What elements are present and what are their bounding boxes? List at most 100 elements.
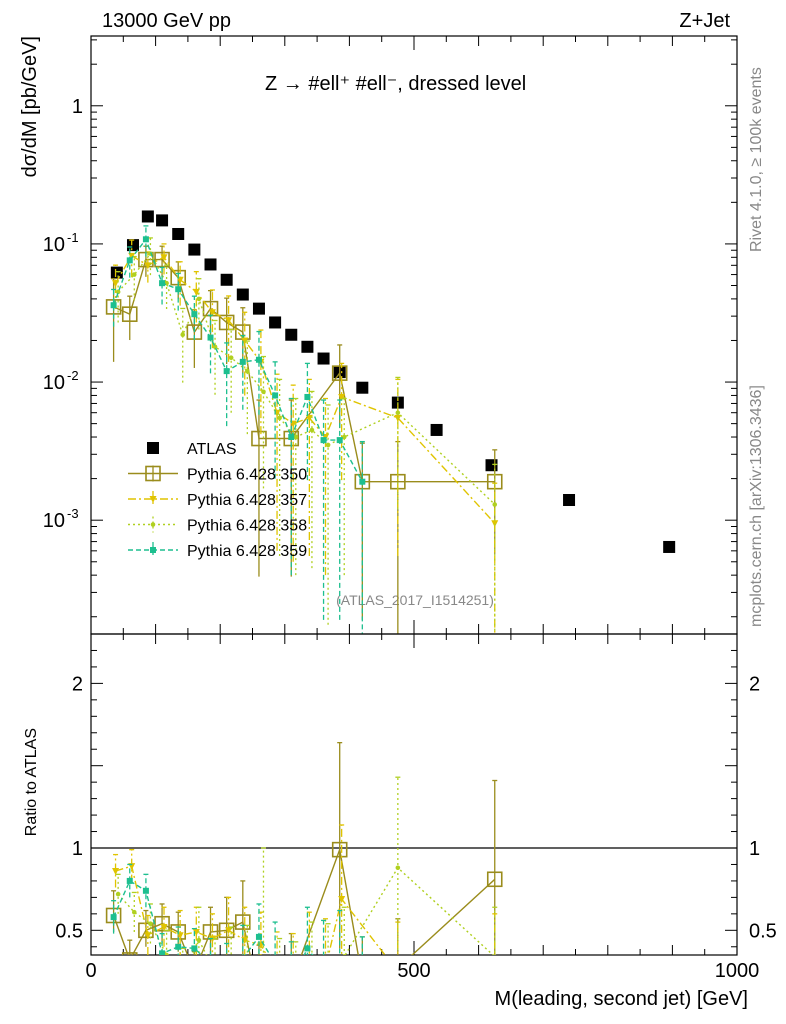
main-point [338,393,346,401]
main-series-4 [110,225,366,634]
main-point [241,337,249,345]
ratio-point [225,927,233,935]
ratio-point [337,957,343,963]
main-point [156,214,169,227]
main-point [121,306,138,322]
ratio-ytick-label-right: 0.5 [749,920,777,942]
header-left: 13000 GeV pp [102,10,231,32]
ratio-point [304,945,311,952]
ratio-point [252,988,266,1002]
main-point [288,434,295,441]
ratio-point [321,967,327,973]
ratio-ytick-label-right: 1 [749,838,760,860]
ratio-series-line [112,846,496,955]
ratio-point [322,965,329,972]
main-data [105,210,676,634]
main-point [304,393,311,400]
main-point [115,289,121,295]
main-point [317,352,330,365]
ratio-point [126,877,133,884]
ratio-point [196,937,202,943]
main-point [252,302,265,315]
ratio-point [240,955,246,961]
main-point [141,210,154,223]
side-label-bottom: mcplots.cern.ch [arXiv:1306.3436] [748,385,765,627]
ratio-point [284,976,298,990]
main-point [293,434,299,440]
main-point [272,392,279,399]
main-point [336,437,343,444]
ratio-point [191,945,198,952]
ratio-point [138,922,154,939]
legend-marker [150,547,156,553]
main-point [160,254,168,262]
xtick-label: 0 [85,960,96,982]
main-point [301,340,314,353]
main-point [196,296,202,302]
main-ytick-label: 10 [43,372,65,394]
ratio-ylabel: Ratio to ATLAS [23,728,40,836]
xlabel: M(leading, second jet) [GeV] [495,988,748,1010]
main-point [223,368,230,375]
main-point [236,288,249,301]
ratio-series-0 [105,741,503,1002]
main-ytick-label: 10 [43,234,65,256]
ratio-point [493,954,497,955]
ratio-ytick-label-right: 2 [749,673,760,695]
ratio-point [218,922,235,939]
main-point [188,243,201,256]
main-point [192,288,200,296]
main-point [309,427,315,433]
main-point [142,236,149,243]
main-point [154,251,170,268]
main-ytick-exponent: -1 [67,230,79,245]
main-point [277,415,282,421]
ratio-point [213,969,218,974]
ratio-point [192,928,200,936]
ratio-point [338,896,346,904]
legend-label: ATLAS [187,441,237,458]
ratio-point [115,891,121,897]
main-point [175,286,182,293]
main-point [563,494,576,507]
main-point [225,317,233,325]
side-label-top: Rivet 4.1.0, ≥ 100k events [748,67,765,252]
main-series-0 [110,210,676,553]
ratio-data [105,741,503,1002]
main-point [128,252,136,260]
main-point [110,266,123,279]
ratio-point [159,950,166,955]
main-series-line [117,252,496,505]
ratio-point [288,980,294,986]
main-point [255,356,262,363]
ratio-point [274,970,281,977]
main-point [331,365,348,381]
ratio-point [121,952,138,955]
main-point [325,442,331,448]
main-point [126,257,133,264]
ratio-point [486,871,503,888]
main-point [359,478,366,485]
ratio-point [342,954,346,955]
legend-label: Pythia 6.428 357 [187,492,307,509]
ratio-point [272,960,278,966]
main-point [305,414,313,422]
legend-label: Pythia 6.428 358 [187,518,307,535]
ratio-point [142,887,149,894]
main-point [218,314,235,331]
main-point [239,358,246,365]
main-point [180,332,186,338]
ratio-point [131,909,137,915]
legend-label: Pythia 6.428 350 [187,467,307,484]
ratio-point [290,972,297,979]
ratio-point [355,971,369,985]
main-point [269,316,282,329]
main-series-2 [112,239,499,634]
ratio-point [359,975,365,981]
main-series-3 [115,237,498,634]
ratio-series-1 [112,824,498,979]
ratio-point [148,921,153,927]
main-point [245,368,250,374]
main-point [110,302,117,309]
ratio-ytick-label: 2 [72,673,83,695]
